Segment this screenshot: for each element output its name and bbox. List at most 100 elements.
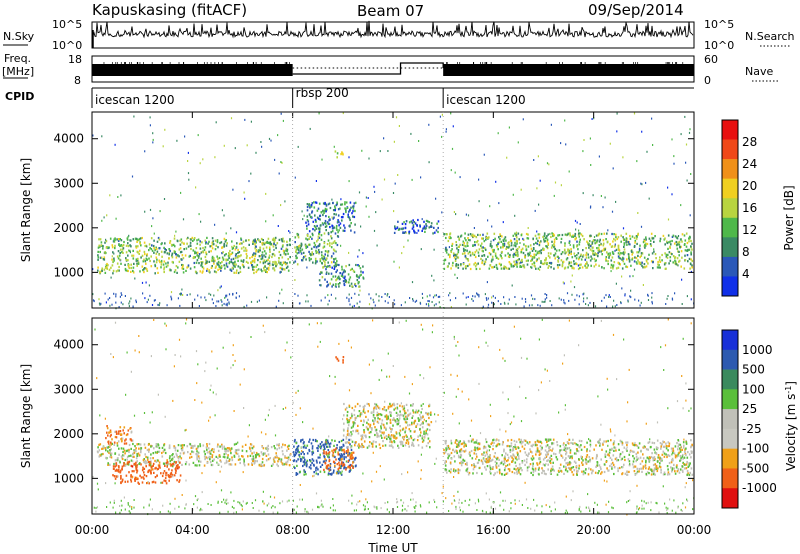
echo-cell <box>365 415 367 418</box>
echo-cell <box>483 240 486 243</box>
echo-cell <box>334 455 336 459</box>
echo-cell <box>325 272 328 275</box>
echo-cell <box>295 473 298 476</box>
echo-cell <box>565 453 567 456</box>
echo-cell <box>518 468 521 471</box>
echo-cell <box>124 267 127 271</box>
echo-cell <box>605 238 607 241</box>
echo-cell <box>337 214 340 217</box>
echo-cell <box>464 232 466 235</box>
echo-cell <box>118 254 121 257</box>
echo-cell <box>210 463 213 467</box>
echo-cell <box>662 473 665 476</box>
echo-cell <box>181 265 184 268</box>
echo-cell <box>306 205 309 209</box>
echo-cell <box>619 257 622 260</box>
echo-cell <box>189 254 191 257</box>
echo-cell <box>425 219 428 222</box>
echo-cell <box>412 403 414 406</box>
echo-cell <box>612 240 614 243</box>
echo-cell <box>330 278 333 281</box>
echo-cell <box>349 201 352 204</box>
echo-cell <box>349 276 352 279</box>
echo-cell <box>336 447 338 450</box>
low-range-cell <box>651 296 653 299</box>
echo-cell <box>193 266 196 269</box>
echo-cell <box>136 443 138 446</box>
echo-cell <box>363 406 365 409</box>
noise-cell <box>450 306 452 309</box>
echo-cell <box>343 402 345 406</box>
echo-cell <box>404 429 407 432</box>
echo-cell <box>412 224 415 227</box>
echo-cell <box>606 251 608 254</box>
noise-cell <box>441 135 443 138</box>
echo-cell <box>328 222 331 226</box>
echo-cell <box>131 465 134 468</box>
echo-cell <box>500 263 502 266</box>
echo-cell <box>551 240 553 243</box>
echo-cell <box>312 438 314 442</box>
low-range-cell <box>157 303 159 306</box>
echo-cell <box>569 232 571 235</box>
echo-cell <box>365 426 368 429</box>
noise-cell <box>188 178 190 181</box>
echo-cell <box>344 441 347 444</box>
echo-cell <box>175 464 178 467</box>
echo-cell <box>342 280 345 283</box>
echo-cell <box>653 469 655 472</box>
echo-cell <box>149 246 151 250</box>
echo-cell <box>106 266 108 269</box>
echo-cell <box>329 265 331 268</box>
echo-cell <box>409 412 412 415</box>
echo-cell <box>543 240 546 243</box>
echo-cell <box>348 452 351 455</box>
echo-cell <box>537 239 539 242</box>
echo-cell <box>408 230 411 233</box>
echo-cell <box>238 242 241 245</box>
noise-cell <box>279 292 281 295</box>
echo-cell <box>354 201 357 204</box>
echo-cell <box>232 257 235 260</box>
echo-cell <box>527 254 530 257</box>
echo-cell <box>264 255 267 258</box>
echo-cell <box>389 418 392 421</box>
echo-cell <box>621 267 624 270</box>
echo-cell <box>342 361 344 364</box>
echo-cell <box>144 253 146 256</box>
echo-cell <box>157 467 159 470</box>
noise-cell <box>452 125 454 128</box>
echo-cell <box>677 241 679 244</box>
echo-cell <box>528 465 530 468</box>
echo-cell <box>393 231 396 234</box>
echo-cell <box>379 430 382 433</box>
low-range-cell <box>226 294 228 297</box>
echo-cell <box>641 264 643 267</box>
echo-cell <box>362 445 365 448</box>
echo-cell <box>114 475 116 478</box>
echo-cell <box>565 251 567 254</box>
echo-cell <box>239 267 242 270</box>
low-range-cell <box>158 304 160 307</box>
echo-cell <box>370 411 373 414</box>
echo-cell <box>514 251 517 254</box>
echo-cell <box>257 453 260 456</box>
noise-cell <box>200 220 202 223</box>
echo-cell <box>323 259 325 262</box>
echo-cell <box>410 435 412 438</box>
echo-cell <box>323 257 326 260</box>
echo-cell <box>422 415 424 419</box>
echo-cell <box>284 456 286 459</box>
echo-cell <box>178 466 180 469</box>
low-range-cell <box>374 304 376 307</box>
echo-cell <box>403 221 405 224</box>
echo-cell <box>244 247 247 250</box>
noise-cell <box>667 218 670 221</box>
echo-cell <box>339 456 342 460</box>
echo-cell <box>464 237 466 240</box>
echo-cell <box>131 439 134 442</box>
echo-cell <box>541 262 544 265</box>
echo-cell <box>665 442 667 445</box>
echo-cell <box>459 462 461 465</box>
echo-cell <box>358 443 360 446</box>
